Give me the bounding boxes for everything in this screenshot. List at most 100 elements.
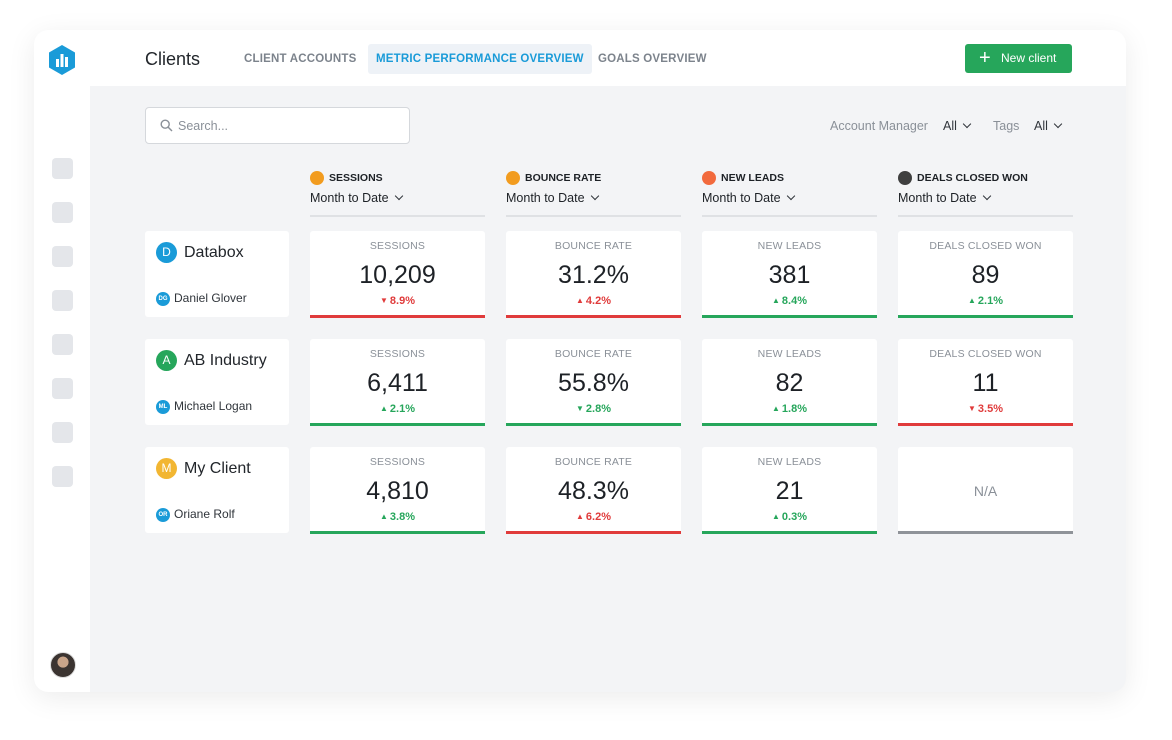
manager-name: Michael Logan xyxy=(174,399,253,413)
column-header: NEW LEADS Month to Date xyxy=(702,170,877,217)
delta-value: 3.8% xyxy=(389,511,415,523)
status-bar xyxy=(506,531,681,534)
manager-avatar: DG xyxy=(156,292,170,306)
status-bar xyxy=(310,315,485,318)
status-bar xyxy=(702,315,877,318)
tab-goals-overview[interactable]: GOALS OVERVIEW xyxy=(598,53,707,65)
period-value: Month to Date xyxy=(506,191,585,205)
metric-card[interactable]: NEW LEADS 82 ▲ 1.8% xyxy=(702,339,877,426)
column-title: DEALS CLOSED WON xyxy=(917,172,1028,184)
client-initial-avatar: D xyxy=(156,242,177,263)
metric-card[interactable]: SESSIONS 4,810 ▲ 3.8% xyxy=(310,447,485,534)
triangle-up-icon: ▲ xyxy=(772,296,780,305)
metric-value: 82 xyxy=(775,369,804,397)
client-card[interactable]: M My Client OR Oriane Rolf xyxy=(145,447,289,533)
triangle-down-icon: ▼ xyxy=(380,296,388,305)
top-bar: Clients CLIENT ACCOUNTS METRIC PERFORMAN… xyxy=(90,30,1126,86)
period-value: Month to Date xyxy=(310,191,389,205)
client-initial-avatar: A xyxy=(156,350,177,371)
triangle-up-icon: ▲ xyxy=(772,404,780,413)
triangle-up-icon: ▲ xyxy=(576,512,584,521)
status-bar xyxy=(702,531,877,534)
tags-dropdown[interactable]: All xyxy=(1034,119,1063,133)
delta-value: 8.9% xyxy=(389,295,415,307)
sidebar-nav-icon[interactable] xyxy=(52,290,73,311)
google-analytics-icon xyxy=(310,171,324,185)
metric-card[interactable]: BOUNCE RATE 31.2% ▲ 4.2% xyxy=(506,231,681,318)
sidebar-nav-icon[interactable] xyxy=(52,378,73,399)
metric-card[interactable]: BOUNCE RATE 55.8% ▼ 2.8% xyxy=(506,339,681,426)
metric-value: 11 xyxy=(972,369,999,397)
metric-card[interactable]: BOUNCE RATE 48.3% ▲ 6.2% xyxy=(506,447,681,534)
delta-value: 6.2% xyxy=(585,511,611,523)
sidebar-nav-icon[interactable] xyxy=(52,158,73,179)
status-bar xyxy=(898,315,1073,318)
google-analytics-icon xyxy=(506,171,520,185)
period-dropdown[interactable]: Month to Date xyxy=(702,191,795,205)
column-header: SESSIONS Month to Date xyxy=(310,170,485,217)
metric-delta: ▲ 6.2% xyxy=(506,511,681,523)
metric-card[interactable]: DEALS CLOSED WON 11 ▼ 3.5% xyxy=(898,339,1073,426)
sidebar-nav-icon[interactable] xyxy=(52,466,73,487)
period-value: Month to Date xyxy=(702,191,781,205)
metric-value: 10,209 xyxy=(359,261,436,289)
period-dropdown[interactable]: Month to Date xyxy=(506,191,599,205)
metric-delta: ▲ 2.1% xyxy=(898,295,1073,307)
column-title: SESSIONS xyxy=(329,172,383,184)
period-dropdown[interactable]: Month to Date xyxy=(898,191,991,205)
metric-na: N/A xyxy=(973,483,998,499)
metric-delta: ▲ 3.8% xyxy=(310,511,485,523)
status-bar xyxy=(310,423,485,426)
chevron-down-icon xyxy=(982,191,991,201)
account-manager-label: Account Manager xyxy=(830,119,928,133)
metric-card[interactable]: DEALS CLOSED WON 89 ▲ 2.1% xyxy=(898,231,1073,318)
sidebar-nav-icon[interactable] xyxy=(52,246,73,267)
delta-value: 4.2% xyxy=(585,295,611,307)
metric-delta: ▲ 2.1% xyxy=(310,403,485,415)
sidebar xyxy=(34,30,90,692)
new-client-label: New client xyxy=(1001,51,1057,65)
tags-value: All xyxy=(1034,119,1048,133)
tab-metric-performance-overview[interactable]: METRIC PERFORMANCE OVERVIEW xyxy=(368,44,592,74)
status-bar xyxy=(506,315,681,318)
delta-value: 1.8% xyxy=(781,403,807,415)
delta-value: 2.1% xyxy=(977,295,1003,307)
sidebar-nav-icon[interactable] xyxy=(52,334,73,355)
metric-card[interactable]: SESSIONS 10,209 ▼ 8.9% xyxy=(310,231,485,318)
delta-value: 0.3% xyxy=(781,511,807,523)
search-box[interactable] xyxy=(145,107,410,144)
client-name: My Client xyxy=(184,460,251,477)
chevron-down-icon xyxy=(1053,119,1063,129)
metric-label: NEW LEADS xyxy=(757,456,822,468)
metric-delta: ▼ 8.9% xyxy=(310,295,485,307)
plus-icon: + xyxy=(979,47,991,69)
manager-name: Oriane Rolf xyxy=(174,507,235,521)
period-dropdown[interactable]: Month to Date xyxy=(310,191,403,205)
status-bar xyxy=(702,423,877,426)
column-title: BOUNCE RATE xyxy=(525,172,602,184)
status-bar xyxy=(310,531,485,534)
delta-value: 2.1% xyxy=(389,403,415,415)
search-input[interactable] xyxy=(178,117,398,135)
tab-client-accounts[interactable]: CLIENT ACCOUNTS xyxy=(244,53,357,65)
client-card[interactable]: D Databox DG Daniel Glover xyxy=(145,231,289,317)
metric-value: 48.3% xyxy=(558,477,629,505)
metric-label: SESSIONS xyxy=(369,240,426,252)
metric-card[interactable]: N/A xyxy=(898,447,1073,534)
metric-value: 21 xyxy=(775,477,804,505)
user-avatar[interactable] xyxy=(50,652,76,678)
client-card[interactable]: A AB Industry ML Michael Logan xyxy=(145,339,289,425)
sidebar-nav-icon[interactable] xyxy=(52,422,73,443)
metric-card[interactable]: SESSIONS 6,411 ▲ 2.1% xyxy=(310,339,485,426)
metric-value: 89 xyxy=(971,261,1000,289)
metric-card[interactable]: NEW LEADS 21 ▲ 0.3% xyxy=(702,447,877,534)
metric-card[interactable]: NEW LEADS 381 ▲ 8.4% xyxy=(702,231,877,318)
column-header: BOUNCE RATE Month to Date xyxy=(506,170,681,217)
account-manager-dropdown[interactable]: All xyxy=(943,119,972,133)
triangle-down-icon: ▼ xyxy=(968,404,976,413)
databox-logo-icon[interactable] xyxy=(48,44,76,76)
new-client-button[interactable]: + New client xyxy=(965,44,1072,73)
triangle-up-icon: ▲ xyxy=(380,404,388,413)
metric-delta: ▲ 8.4% xyxy=(702,295,877,307)
sidebar-nav-icon[interactable] xyxy=(52,202,73,223)
